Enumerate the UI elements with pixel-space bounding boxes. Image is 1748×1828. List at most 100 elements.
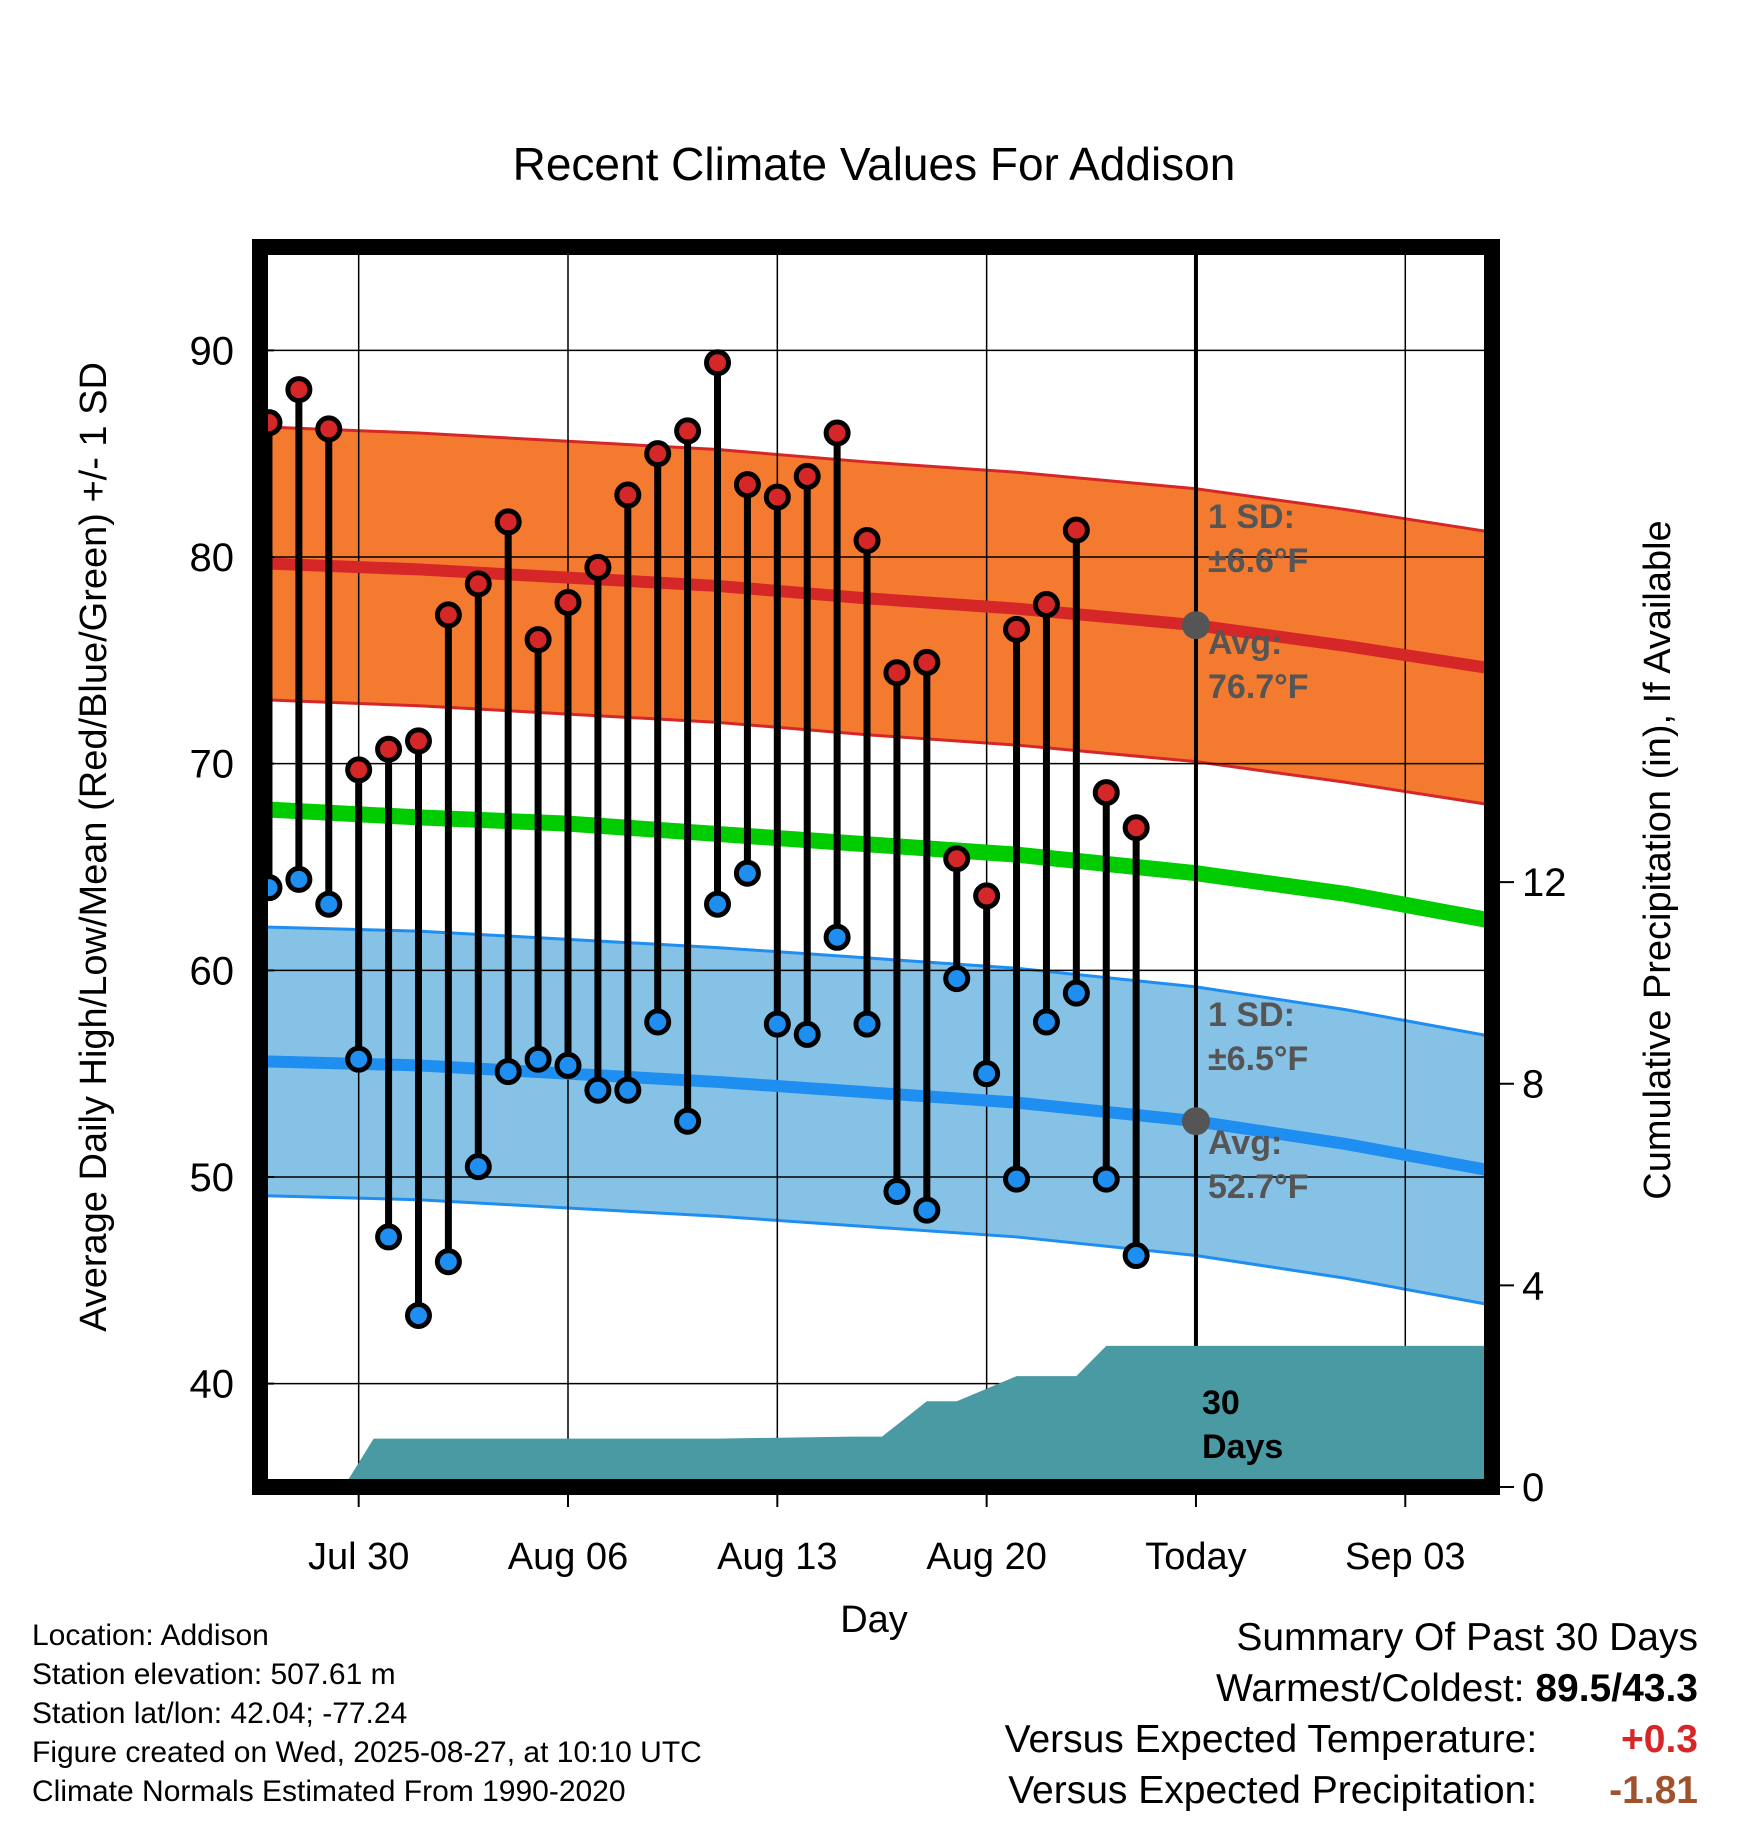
plot-area [255, 247, 1494, 1487]
daily-low-point [1092, 1165, 1120, 1193]
daily-high-point [1032, 591, 1060, 619]
daily-high-point [614, 481, 642, 509]
y-axis-label: Average Daily High/Low/Mean (Red/Blue/Gr… [73, 362, 115, 1332]
low-sd-label: 1 SD: [1208, 996, 1295, 1034]
today-low-normal-marker [1181, 1107, 1210, 1136]
daily-high-point [434, 601, 462, 629]
low-normal-annotation: 1 SD: ±6.5°F Avg: 52.7°F [1208, 996, 1309, 1206]
y-tick-label: 60 [190, 949, 235, 993]
daily-low-point [823, 923, 851, 951]
high-avg-label: Avg: [1208, 624, 1282, 662]
daily-high-point [733, 471, 761, 499]
y-tick-label: 90 [190, 329, 235, 373]
y-tick-label: 50 [190, 1156, 235, 1200]
daily-high-point [464, 570, 492, 598]
daily-high-point [943, 845, 971, 873]
elevation-text: Station elevation: 507.61 m [32, 1658, 396, 1691]
daily-low-point [853, 1010, 881, 1038]
summary-panel: Summary Of Past 30 Days Warmest/Coldest:… [1005, 1612, 1698, 1816]
y2-axis-label: Cumulative Precipitation (in), If Availa… [1637, 520, 1679, 1199]
daily-low-point [614, 1076, 642, 1104]
high-normal-band-upper-edge [259, 425, 1493, 534]
high-normal-annotation: 1 SD: ±6.6°F Avg: 76.7°F [1208, 498, 1309, 706]
daily-high-point [584, 553, 612, 581]
precip-departure-label: Versus Expected Precipitation: [1008, 1769, 1538, 1812]
daily-low-point [494, 1058, 522, 1086]
daily-high-point [1092, 779, 1120, 807]
daily-high-point [1122, 814, 1150, 842]
days-word: Days [1202, 1428, 1283, 1466]
plot-frame [252, 239, 1500, 1495]
daily-low-point [404, 1301, 432, 1329]
daily-low-point [1032, 1008, 1060, 1036]
daily-high-point [554, 588, 582, 616]
low-normal-band [260, 926, 1492, 1306]
low-normal-band-lower-edge [259, 1194, 1493, 1307]
daily-low-point [375, 1223, 403, 1251]
x-tick-label: Aug 20 [926, 1536, 1046, 1578]
low-normal-mean-line [259, 1055, 1494, 1177]
daily-low-point [315, 890, 343, 918]
daily-low-point [1003, 1165, 1031, 1193]
daily-low-point [464, 1153, 492, 1181]
precip-days-label: 30 Days [1202, 1384, 1283, 1466]
daily-low-point [973, 1060, 1001, 1088]
daily-low-point [345, 1045, 373, 1073]
x-tick-label: Aug 13 [717, 1536, 837, 1578]
precip-departure-value: -1.81 [1609, 1769, 1698, 1812]
daily-high-point [1003, 615, 1031, 643]
high-sd-value: ±6.6°F [1208, 542, 1308, 580]
x-tick-label: Aug 06 [508, 1536, 628, 1578]
y-tick-label: 70 [190, 743, 235, 787]
daily-low-point [524, 1045, 552, 1073]
low-sd-value: ±6.5°F [1208, 1040, 1308, 1078]
daily-low-point [943, 965, 971, 993]
warm-cold-row: Warmest/Coldest: 89.5/43.3 [1005, 1663, 1698, 1714]
y-tick-label: 80 [190, 536, 235, 580]
daily-high-point [644, 440, 672, 468]
daily-low-point [1122, 1242, 1150, 1270]
y2-tick-label: 0 [1522, 1466, 1544, 1510]
x-axis-label: Day [840, 1599, 908, 1641]
daily-high-point [793, 462, 821, 490]
daily-low-point [913, 1196, 941, 1224]
daily-low-point [704, 890, 732, 918]
daily-low-point [285, 865, 313, 893]
y2-tick-label: 8 [1522, 1063, 1544, 1107]
daily-high-point [704, 349, 732, 377]
low-avg-label: Avg: [1208, 1124, 1282, 1162]
daily-high-point [823, 419, 851, 447]
daily-high-point [883, 659, 911, 687]
daily-low-point [883, 1177, 911, 1205]
days-count: 30 [1202, 1384, 1240, 1422]
daily-high-point [853, 526, 881, 554]
location-text: Location: Addison [32, 1619, 269, 1652]
daily-high-point [375, 735, 403, 763]
daily-high-point [315, 415, 343, 443]
high-sd-label: 1 SD: [1208, 498, 1295, 536]
summary-heading: Summary Of Past 30 Days [1236, 1616, 1698, 1659]
warm-cold-label: Warmest/Coldest: [1216, 1667, 1525, 1710]
daily-high-point [913, 648, 941, 676]
warm-cold-value: 89.5/43.3 [1535, 1667, 1698, 1710]
mean-normal-line [259, 801, 1494, 929]
x-tick-label: Sep 03 [1345, 1536, 1465, 1578]
y2-tick-label: 12 [1522, 861, 1567, 905]
y2-tick-label: 4 [1522, 1264, 1544, 1308]
station-info: Location: Addison Station elevation: 507… [32, 1616, 702, 1811]
today-high-normal-marker [1181, 611, 1210, 640]
daily-high-point [763, 483, 791, 511]
x-tick-label: Jul 30 [308, 1536, 409, 1578]
daily-low-point [644, 1008, 672, 1036]
precip-departure-row: Versus Expected Precipitation: -1.81 [1005, 1765, 1698, 1816]
low-avg-value: 52.7°F [1208, 1168, 1309, 1206]
daily-high-point [404, 727, 432, 755]
latlon-text: Station lat/lon: 42.04; -77.24 [32, 1697, 408, 1730]
x-tick-label: Today [1145, 1536, 1246, 1578]
daily-low-point [674, 1107, 702, 1135]
precipitation-area [260, 1345, 1492, 1487]
daily-high-point [494, 508, 522, 536]
temp-departure-row: Versus Expected Temperature: +0.3 [1005, 1714, 1698, 1765]
y-tick-label: 40 [190, 1363, 235, 1407]
daily-high-point [1062, 516, 1090, 544]
